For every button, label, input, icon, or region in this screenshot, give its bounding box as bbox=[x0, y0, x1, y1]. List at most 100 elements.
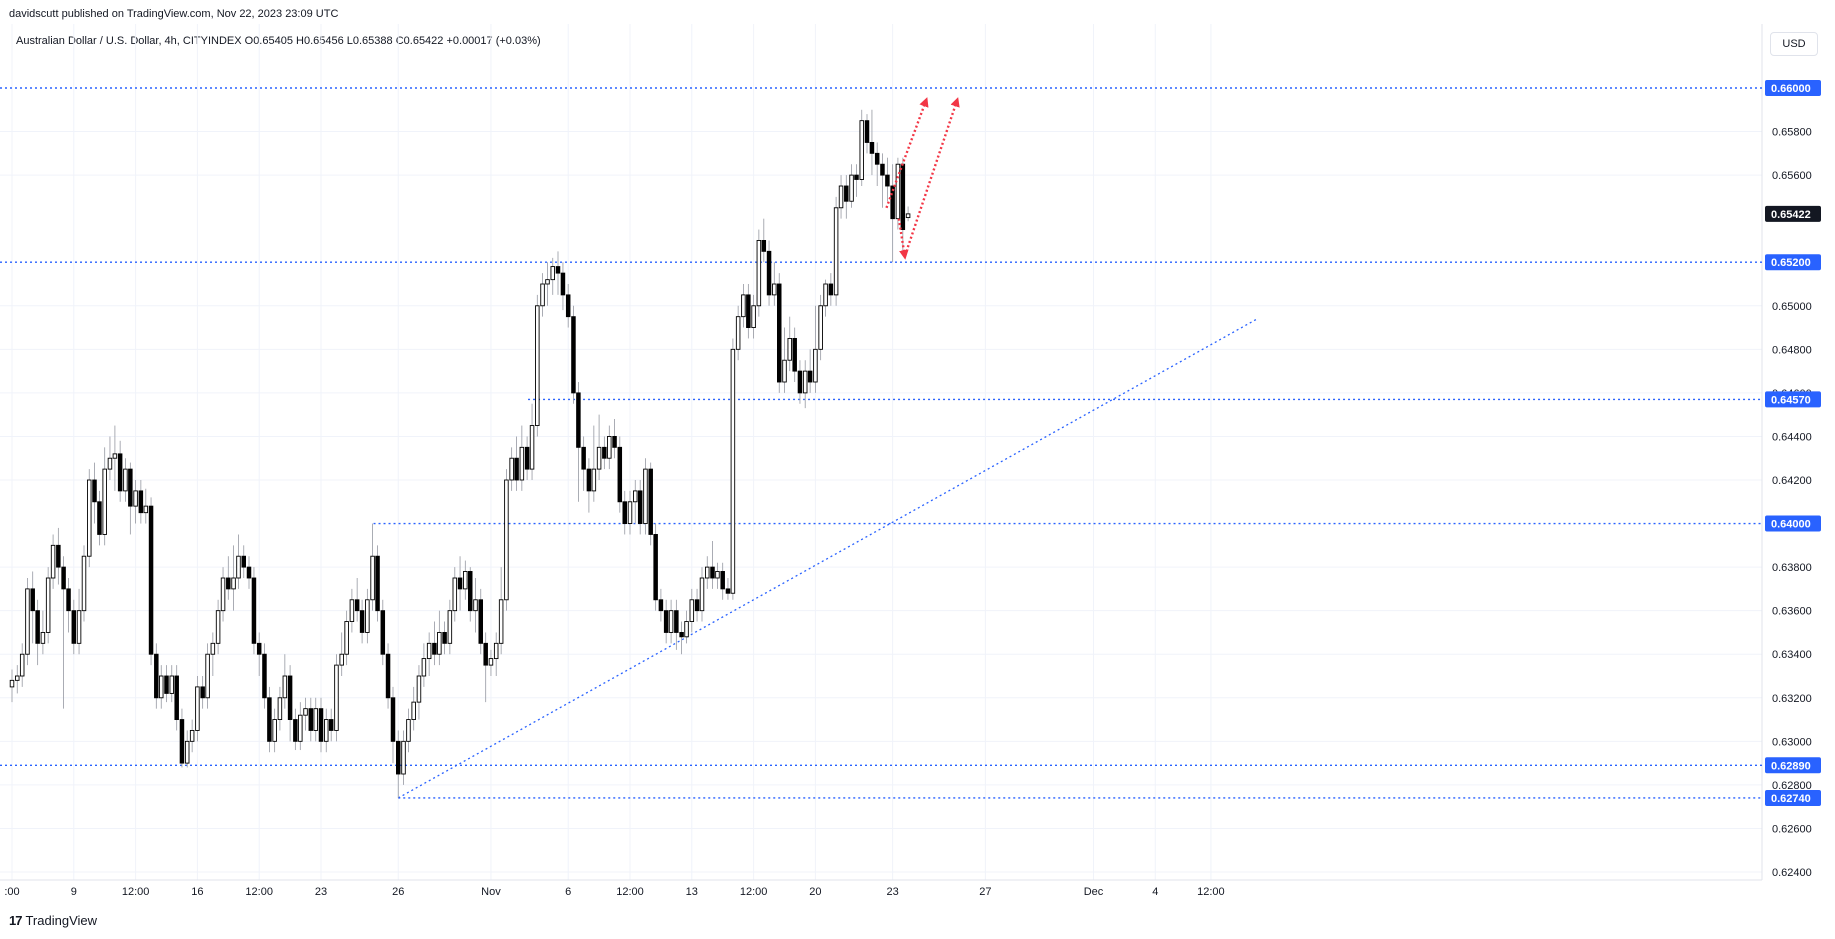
candle-body-down bbox=[869, 141, 875, 154]
candle bbox=[205, 643, 210, 709]
candle-body-up bbox=[298, 714, 303, 742]
candle-body-down bbox=[674, 610, 679, 633]
candle bbox=[473, 578, 478, 633]
candle-body-up bbox=[463, 571, 468, 590]
candle bbox=[504, 469, 509, 611]
candle bbox=[298, 702, 303, 751]
candle-body-up bbox=[504, 479, 509, 601]
candle-body-up bbox=[324, 719, 329, 742]
candle bbox=[123, 458, 128, 502]
candle-body-down bbox=[900, 163, 906, 231]
candle bbox=[772, 262, 777, 306]
current-price-badge-bg bbox=[1765, 205, 1821, 222]
candle bbox=[215, 599, 221, 655]
candle-body-up bbox=[643, 468, 648, 525]
candle-body-down bbox=[565, 294, 571, 318]
candle-body-up bbox=[370, 555, 375, 601]
candle-body-up bbox=[813, 348, 818, 383]
time-axis[interactable]: :00 9 12:00 16 12:00 23 26 Nov 6 12:00 13 12:00 20 23… bbox=[4, 886, 1224, 898]
candle bbox=[864, 114, 870, 154]
level-badge-label: 0.65200 bbox=[1771, 257, 1811, 269]
level-price-badge: 0.64000 bbox=[1765, 515, 1821, 532]
candle bbox=[195, 676, 200, 742]
candle bbox=[699, 567, 705, 622]
candle bbox=[81, 545, 87, 622]
candle-body-up bbox=[633, 490, 638, 503]
candle-body-down bbox=[581, 446, 586, 470]
candle bbox=[880, 153, 885, 208]
current-price-badge: 0.65422 bbox=[1765, 205, 1821, 222]
candle bbox=[756, 229, 762, 317]
candle bbox=[710, 540, 715, 589]
candle-body-down bbox=[287, 675, 293, 721]
candle bbox=[761, 218, 767, 263]
candle bbox=[112, 425, 118, 491]
candle bbox=[189, 719, 195, 753]
candle-body-down bbox=[766, 250, 772, 296]
candle-body-down bbox=[71, 610, 77, 644]
candle-body-up bbox=[205, 653, 210, 699]
candle bbox=[493, 632, 499, 676]
candle-body-up bbox=[668, 610, 674, 633]
candle-body-up bbox=[210, 642, 216, 655]
candle bbox=[653, 523, 658, 611]
price-tick-label: 0.62400 bbox=[1772, 867, 1812, 879]
candle bbox=[169, 665, 175, 703]
candle-body-down bbox=[880, 163, 885, 176]
candle-body-down bbox=[66, 588, 71, 612]
level-price-badge: 0.62740 bbox=[1765, 789, 1821, 806]
candle bbox=[164, 665, 169, 703]
candle-body-down bbox=[761, 239, 767, 252]
candle bbox=[545, 262, 550, 306]
candle-body-down bbox=[35, 610, 40, 644]
candle bbox=[107, 436, 113, 480]
candle-body-down bbox=[128, 468, 133, 507]
projection-arrow[interactable] bbox=[885, 97, 929, 209]
candle bbox=[262, 643, 267, 709]
candle bbox=[591, 425, 597, 502]
candle bbox=[226, 556, 231, 600]
candle bbox=[179, 708, 185, 768]
candle-body-down bbox=[359, 610, 365, 633]
candle-body-down bbox=[864, 120, 870, 143]
candle-body-up bbox=[231, 577, 236, 590]
candle-body-down bbox=[241, 555, 246, 568]
candle-body-up bbox=[529, 425, 535, 470]
candle-body-up bbox=[169, 675, 175, 694]
tradingview-logo[interactable]: 17 TradingView bbox=[9, 913, 97, 928]
price-tick-label: 0.65000 bbox=[1772, 301, 1812, 313]
candle-body-up bbox=[735, 316, 741, 350]
candle bbox=[586, 458, 592, 513]
candle bbox=[313, 697, 318, 742]
level-price-badge: 0.66000 bbox=[1765, 80, 1821, 96]
candle bbox=[689, 588, 695, 633]
time-tick-label: 27 bbox=[979, 886, 991, 898]
candle-body-down bbox=[226, 577, 231, 590]
price-tick-label: 0.65600 bbox=[1772, 170, 1812, 182]
candle-body-up bbox=[334, 664, 339, 731]
candle-body-up bbox=[699, 577, 705, 612]
candle bbox=[602, 436, 607, 470]
candle-body-up bbox=[607, 435, 612, 459]
projection-arrow[interactable] bbox=[903, 97, 960, 257]
rising-trendline[interactable] bbox=[397, 318, 1258, 799]
candle bbox=[643, 458, 648, 535]
candle-body-up bbox=[596, 446, 602, 470]
candle-body-up bbox=[473, 599, 478, 612]
price-tick-label: 0.64200 bbox=[1772, 475, 1812, 487]
candle-body-down bbox=[179, 719, 185, 764]
currency-button[interactable]: USD bbox=[1770, 32, 1818, 56]
candle-body-up bbox=[195, 686, 200, 731]
candle bbox=[370, 523, 375, 611]
candle bbox=[143, 488, 149, 524]
candle bbox=[154, 643, 159, 709]
candle bbox=[885, 157, 890, 202]
candle bbox=[102, 447, 107, 546]
candle bbox=[488, 649, 494, 676]
projection-arrows[interactable] bbox=[885, 97, 960, 260]
price-tick-label: 0.62600 bbox=[1772, 823, 1812, 835]
projection-arrow[interactable] bbox=[897, 218, 909, 260]
candle bbox=[571, 305, 576, 404]
candle bbox=[30, 571, 35, 644]
